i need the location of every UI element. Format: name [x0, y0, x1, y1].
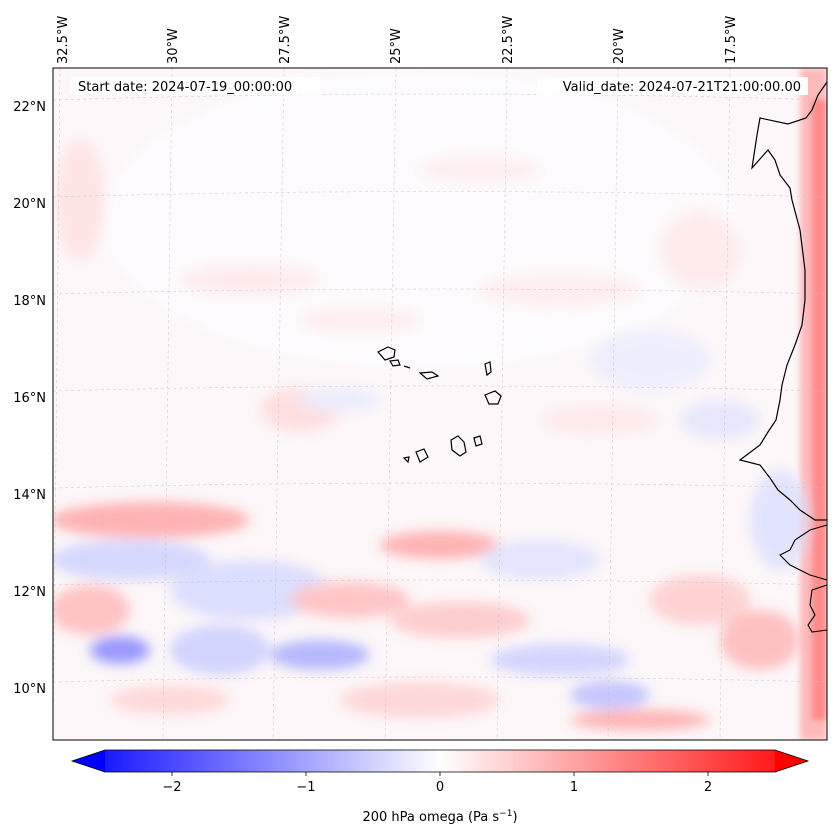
start-date-box	[70, 77, 320, 95]
colorbar-body	[105, 750, 775, 772]
cape-verde-islands	[377, 346, 502, 464]
island-santo-antao	[377, 346, 396, 361]
colorbar-tick-label: 0	[436, 780, 444, 795]
island-santiago	[450, 435, 467, 457]
colorbar-tick-label: 2	[704, 780, 712, 795]
lat-label: 10°N	[13, 682, 46, 697]
colorbar-outline	[70, 749, 810, 773]
colorbar-extend-low	[72, 750, 105, 772]
colorbar-ticks: −2 −1 0 1 2	[162, 772, 712, 795]
island-maio	[473, 435, 483, 447]
lon-label: 32.5°W	[56, 16, 71, 64]
graticule	[52, 67, 828, 741]
colorbar-extend-high	[775, 750, 808, 772]
latitude-labels: 22°N 20°N 18°N 16°N 14°N 12°N 10°N	[13, 100, 46, 697]
map-frame	[52, 67, 828, 741]
valid-date-text: Valid_date: 2024-07-21T21:00:00.00	[563, 80, 801, 95]
lat-label: 12°N	[13, 585, 46, 600]
lon-label: 22.5°W	[501, 16, 516, 64]
lon-label: 20°W	[612, 28, 627, 64]
colorbar-tick-label: −2	[162, 780, 181, 795]
colorbar-tick-label: 1	[570, 780, 578, 795]
lat-label: 22°N	[13, 100, 46, 115]
start-date-text: Start date: 2024-07-19_00:00:00	[78, 80, 292, 95]
lon-label: 27.5°W	[278, 16, 293, 64]
coastline-guinea	[779, 524, 828, 581]
lat-label: 16°N	[13, 391, 46, 406]
island-sal	[484, 361, 492, 377]
colorbar: −2 −1 0 1 2 200 hPa omega (Pa s−1)	[70, 749, 810, 825]
island-sao-nicolau	[418, 371, 440, 380]
island-boa-vista	[484, 390, 502, 405]
omega-field	[53, 68, 827, 740]
island-sao-vicente	[389, 359, 401, 367]
lon-label: 30°W	[166, 28, 181, 64]
longitude-labels: 32.5°W 30°W 27.5°W 25°W 22.5°W 20°W 17.5…	[56, 16, 739, 64]
valid-date-box	[538, 77, 808, 95]
lon-label: 25°W	[389, 28, 404, 64]
island-fogo	[415, 448, 429, 463]
colorbar-tick-label: −1	[296, 780, 315, 795]
map-panel: Start date: 2024-07-19_00:00:00 Valid_da…	[52, 67, 828, 741]
colorbar-label: 200 hPa omega (Pa s−1)	[362, 809, 517, 825]
island-brava	[402, 456, 410, 464]
lat-label: 20°N	[13, 197, 46, 212]
coastline-west-africa	[738, 81, 828, 521]
lat-label: 18°N	[13, 294, 46, 309]
coastline-bissau	[807, 584, 828, 633]
lon-label: 17.5°W	[724, 16, 739, 64]
island-santa-luzia	[403, 365, 411, 369]
lat-label: 14°N	[13, 488, 46, 503]
